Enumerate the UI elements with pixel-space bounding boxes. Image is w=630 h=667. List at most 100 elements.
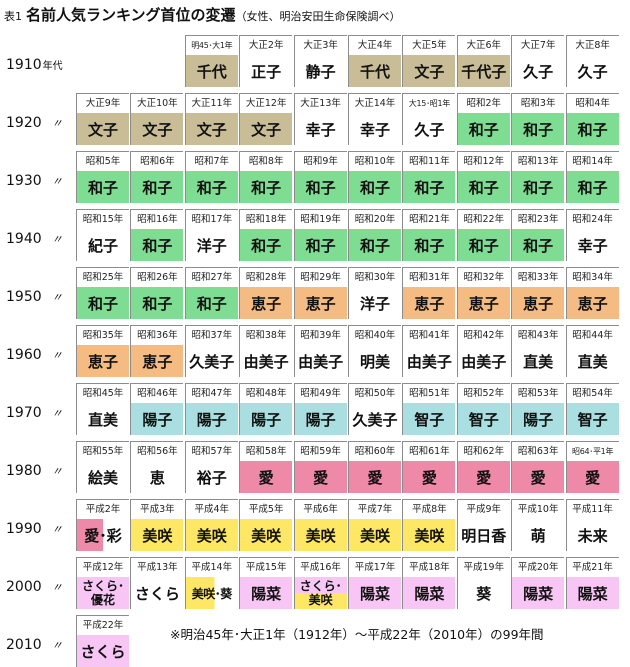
- top-name-cell: 文子: [76, 113, 129, 145]
- top-name-cell: 萌: [511, 519, 564, 551]
- top-name-cell: 和子: [402, 229, 456, 261]
- era-label: 昭和52年: [456, 383, 510, 404]
- decade-label-1960: 1960 〃: [6, 347, 63, 364]
- top-name-cell: 千代: [348, 55, 401, 87]
- era-label: 昭和43年: [511, 325, 565, 346]
- decade-suffix: 年代: [42, 61, 63, 72]
- era-label: 大正8年: [565, 35, 619, 56]
- era-label: 大正13年: [293, 93, 347, 114]
- top-name-cell: 千代子: [456, 55, 510, 87]
- era-label: 昭和56年: [130, 441, 184, 462]
- top-name-cell: 和子: [511, 171, 565, 203]
- top-name-cell: 愛: [565, 461, 619, 493]
- era-label: 昭和13年: [511, 151, 565, 172]
- top-name-cell: さくら: [76, 635, 129, 667]
- decade-label-1940: 1940 〃: [6, 231, 63, 248]
- top-name-cell: 和子: [402, 171, 456, 203]
- era-label: 大正12年: [239, 93, 293, 114]
- era-label: 昭和46年: [130, 383, 184, 404]
- era-label: 昭和23年: [511, 209, 565, 230]
- era-label: 平成4年: [184, 499, 238, 520]
- era-label: 平成17年: [348, 557, 401, 578]
- ditto-mark: 〃: [51, 117, 63, 130]
- era-label: 昭和16年: [130, 209, 184, 230]
- era-label: 昭和36年: [130, 325, 184, 346]
- era-label: 平成16年: [293, 557, 347, 578]
- top-name-cell: 陽子: [293, 403, 347, 435]
- ditto-mark: 〃: [51, 175, 63, 188]
- era-label: 昭和59年: [293, 441, 347, 462]
- top-name-cell: 美咲: [402, 519, 456, 551]
- top-name-cell: 和子: [76, 287, 129, 319]
- decade-year: 1980: [6, 463, 42, 479]
- ditto-mark: 〃: [51, 233, 63, 246]
- top-name-cell: 陽子: [184, 403, 238, 435]
- decade-year: 1960: [6, 347, 42, 363]
- era-label: 昭和30年: [348, 267, 401, 288]
- era-label: 昭和17年: [184, 209, 238, 230]
- era-label: 平成6年: [293, 499, 347, 520]
- top-name-cell: 愛: [239, 461, 293, 493]
- era-label: 大正6年: [456, 35, 510, 56]
- top-name-cell: 和子: [130, 229, 184, 261]
- top-name-cell: 美咲･葵: [184, 577, 238, 609]
- era-label: 昭和38年: [239, 325, 293, 346]
- title-note: （女性、明治安田生命保険調べ）: [235, 10, 401, 23]
- era-label: 平成13年: [130, 557, 184, 578]
- era-label: 昭和50年: [348, 383, 401, 404]
- top-name-cell: 和子: [293, 171, 347, 203]
- era-label: 平成8年: [402, 499, 456, 520]
- top-name-cell: 正子: [239, 55, 292, 87]
- top-name-cell: 由美子: [239, 345, 292, 377]
- top-name-cell: 和子: [239, 171, 293, 203]
- top-name-cell: 文子: [239, 113, 293, 145]
- decade-year: 1970: [6, 405, 42, 421]
- decade-year: 1920: [6, 115, 42, 131]
- top-name-cell: 恵子: [293, 287, 347, 319]
- era-label: 昭和31年: [402, 267, 456, 288]
- decade-year: 1930: [6, 173, 42, 189]
- era-label: 平成15年: [239, 557, 293, 578]
- decade-label-1970: 1970 〃: [6, 405, 63, 422]
- top-name-cell: 千代: [184, 55, 238, 87]
- era-label: 昭和26年: [130, 267, 184, 288]
- era-label: 昭和21年: [402, 209, 456, 230]
- era-label: 平成22年: [76, 615, 129, 636]
- ditto-mark: 〃: [51, 523, 63, 536]
- era-label: 平成19年: [456, 557, 510, 578]
- top-name-cell: 和子: [348, 171, 401, 203]
- era-label: 昭和47年: [184, 383, 238, 404]
- era-label: 昭和49年: [293, 383, 347, 404]
- era-label: 昭和3年: [511, 93, 565, 114]
- era-label: 昭和2年: [456, 93, 510, 114]
- decade-label-1950: 1950 〃: [6, 289, 63, 306]
- era-label: 平成14年: [184, 557, 238, 578]
- top-name-cell: 和子: [293, 229, 347, 261]
- top-name-cell: 恵子: [565, 287, 619, 319]
- top-name-cell: 洋子: [348, 287, 401, 319]
- top-name-cell: 陽子: [511, 403, 565, 435]
- era-label: 昭和53年: [511, 383, 565, 404]
- decade-year: 2000: [6, 579, 42, 595]
- top-name-cell: 静子: [293, 55, 347, 87]
- top-name-cell: 葵: [456, 577, 510, 609]
- top-name-cell: 美咲: [184, 519, 238, 551]
- top-name-cell: 和子: [565, 171, 619, 203]
- top-name-cell: 陽菜: [511, 577, 565, 609]
- title-main: 名前人気ランキング首位の変遷: [26, 6, 236, 24]
- top-name-cell: 陽子: [130, 403, 184, 435]
- ditto-mark: 〃: [51, 581, 63, 594]
- top-name-cell: 陽菜: [348, 577, 401, 609]
- era-label: 平成21年: [565, 557, 619, 578]
- era-label: 平成7年: [348, 499, 401, 520]
- table-number: 表1: [4, 10, 22, 23]
- top-name-cell: 陽菜: [402, 577, 456, 609]
- top-name-cell: 陽子: [239, 403, 293, 435]
- top-name-cell: 智子: [456, 403, 510, 435]
- era-label: 昭和27年: [184, 267, 238, 288]
- top-name-cell: 和子: [184, 171, 238, 203]
- top-name-cell: 愛: [456, 461, 510, 493]
- top-name-cell: 愛: [293, 461, 347, 493]
- era-label: 昭和45年: [76, 383, 129, 404]
- era-label: 昭和35年: [76, 325, 129, 346]
